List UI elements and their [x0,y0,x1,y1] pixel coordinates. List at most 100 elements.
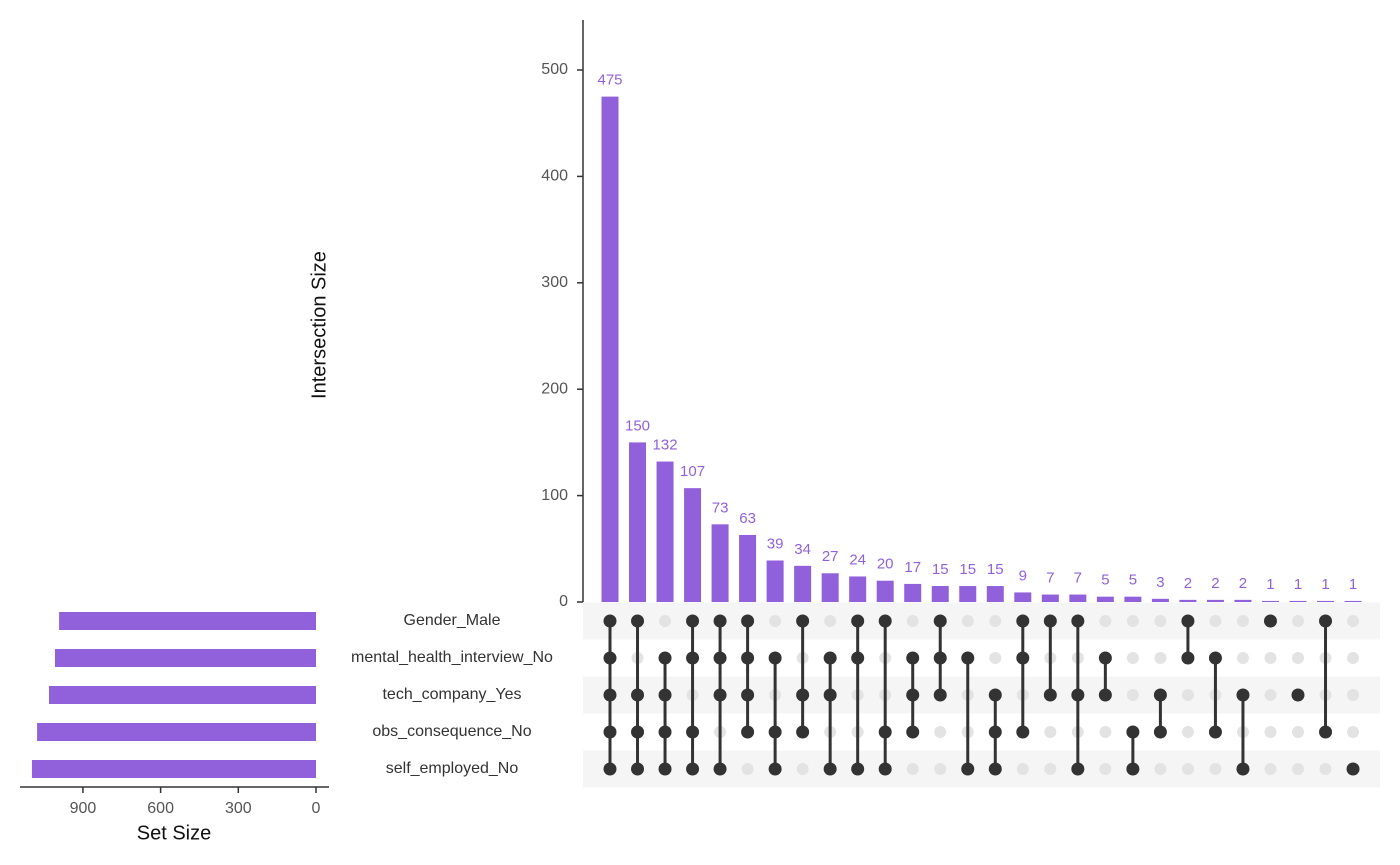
member-dot [796,725,810,739]
member-dot [741,725,755,739]
y-axis-title: Intersection Size [308,251,330,399]
member-dot [603,725,617,739]
empty-dot [1347,652,1360,664]
value-label: 3 [1156,574,1164,591]
empty-dot [824,615,837,627]
value-label: 1 [1294,576,1302,593]
empty-dot [1292,652,1304,664]
member-dot [1319,725,1333,739]
set-tick-label: 600 [147,800,174,817]
member-dot [988,762,1002,776]
value-label: 1 [1349,576,1357,593]
empty-dot [934,763,947,775]
empty-dot [1347,726,1360,738]
member-dot [1071,614,1085,628]
bar [1344,600,1362,602]
empty-dot [1264,763,1277,775]
y-tick-label: 100 [541,487,568,504]
set-label: obs_consequence_No [372,723,531,740]
member-dot [1098,651,1112,665]
set-label: mental_health_interview_No [351,649,553,666]
empty-dot [934,726,947,738]
member-dot [878,725,892,739]
value-label: 1 [1266,576,1274,593]
value-label: 2 [1239,575,1247,592]
set-bar [37,723,317,741]
member-dot [768,725,782,739]
value-label: 73 [712,499,729,516]
member-dot [1016,614,1030,628]
member-dot [823,688,837,702]
member-dot [741,614,755,628]
member-dot [933,688,947,702]
value-label: 27 [822,548,839,565]
empty-dot [1292,615,1304,627]
member-dot [658,688,672,702]
value-label: 20 [877,556,894,573]
member-dot [713,762,727,776]
bar [1206,599,1224,602]
member-dot [1181,614,1195,628]
member-dot [1236,688,1250,702]
value-label: 150 [625,417,650,434]
member-dot [796,614,810,628]
bar [821,573,839,602]
set-label: tech_company_Yes [382,686,521,703]
empty-dot [906,763,919,775]
member-dot [851,651,865,665]
member-dot [686,725,700,739]
value-label: 2 [1184,575,1192,592]
empty-dot [741,763,754,775]
bar [629,442,647,602]
member-dot [603,614,617,628]
value-label: 34 [794,541,811,558]
empty-dot [659,615,672,627]
empty-dot [1099,763,1112,775]
empty-dot [1264,652,1277,664]
member-dot [1208,651,1222,665]
member-dot [1181,651,1195,665]
row-band [583,602,1380,640]
member-dot [768,762,782,776]
bar [1317,600,1335,602]
empty-dot [961,615,974,627]
bar [601,96,619,603]
bar [931,586,949,602]
member-dot [1153,725,1167,739]
empty-dot [1044,726,1057,738]
member-dot [933,651,947,665]
empty-dot [769,615,782,627]
row-band [583,750,1380,788]
bar [1151,598,1169,602]
member-dot [1263,614,1277,628]
value-label: 7 [1074,570,1082,587]
empty-dot [1264,726,1277,738]
member-dot [603,651,617,665]
member-dot [631,762,645,776]
member-dot [1126,762,1140,776]
member-dot [658,725,672,739]
empty-dot [989,615,1002,627]
member-dot [741,688,755,702]
bar [1261,600,1279,602]
bar [1289,600,1307,602]
set-bar [59,612,316,630]
member-dot [933,614,947,628]
member-dot [906,651,920,665]
member-dot [631,614,645,628]
y-tick-label: 500 [541,61,568,78]
bar [794,565,812,602]
bar [904,583,922,602]
member-dot [823,762,837,776]
bar [1069,594,1087,602]
member-dot [961,762,975,776]
empty-dot [1126,689,1139,701]
member-dot [631,725,645,739]
value-label: 5 [1129,572,1137,589]
bar [1096,596,1114,602]
value-label: 9 [1019,567,1027,584]
member-dot [1208,725,1222,739]
empty-dot [1154,763,1167,775]
empty-dot [1099,726,1112,738]
